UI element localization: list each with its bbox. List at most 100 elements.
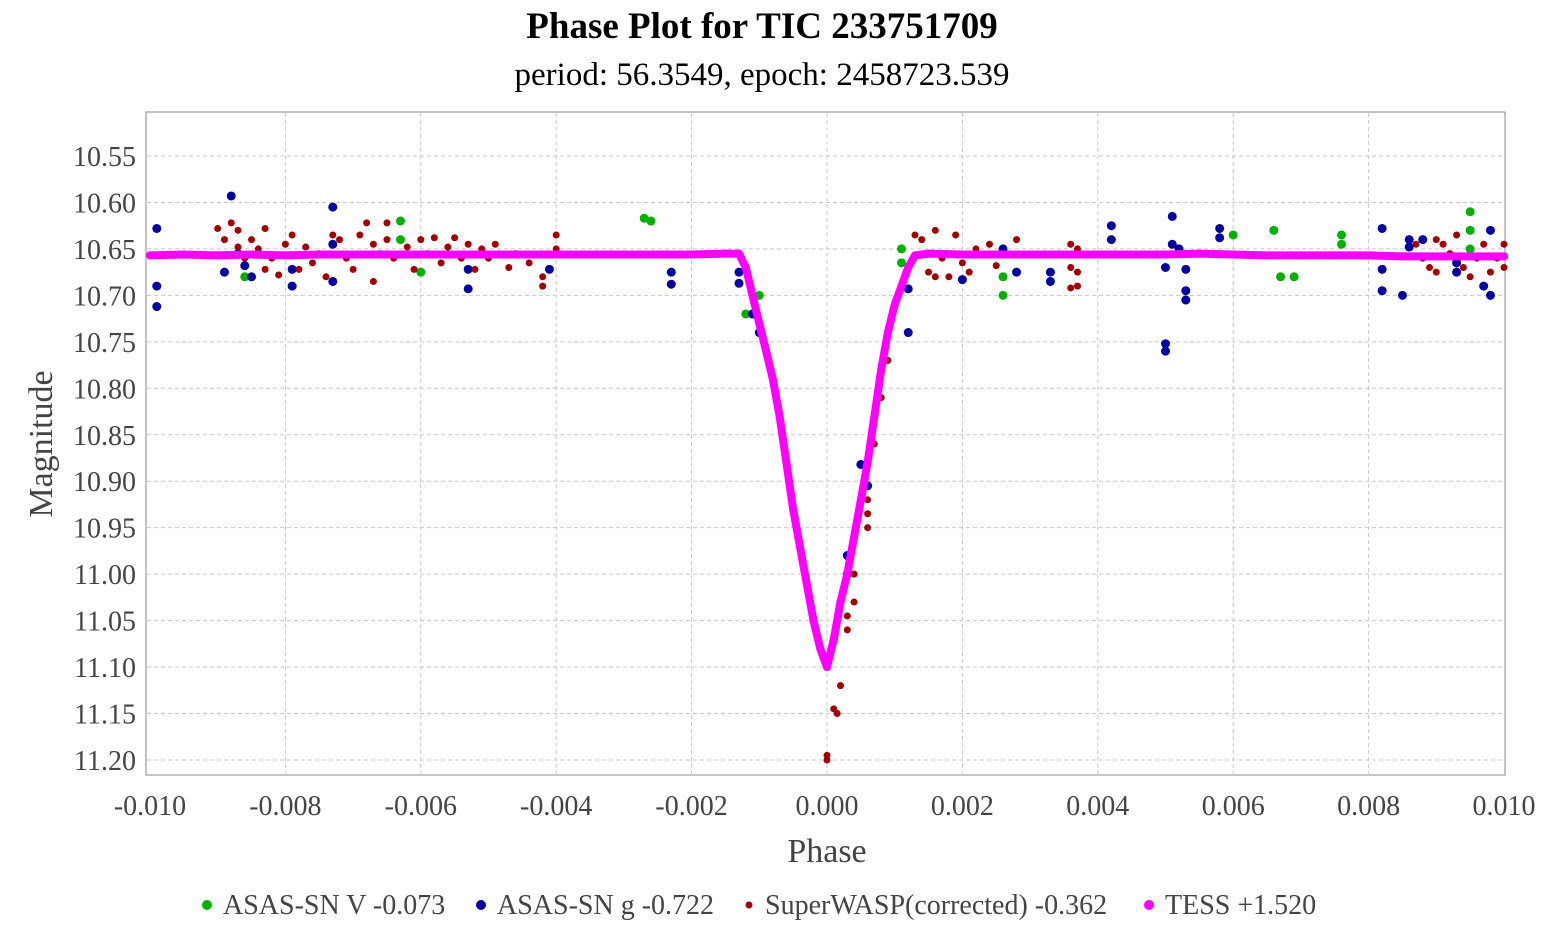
- data-point: [1161, 339, 1170, 349]
- data-point: [152, 223, 162, 233]
- data-point: [1337, 239, 1347, 249]
- data-point: [843, 612, 851, 620]
- data-point: [843, 570, 852, 579]
- data-point: [214, 224, 222, 232]
- y-tick-label: 10.60: [73, 188, 136, 219]
- data-point: [1067, 264, 1075, 272]
- data-point: [1269, 225, 1279, 235]
- data-point: [1167, 211, 1177, 221]
- series-3: [146, 249, 1508, 672]
- data-point: [1215, 223, 1225, 233]
- data-point: [721, 249, 730, 258]
- data-point: [336, 236, 344, 244]
- data-point: [383, 236, 391, 244]
- data-point: [1012, 267, 1022, 277]
- x-tick-label: 0.008: [1337, 791, 1400, 822]
- data-point: [395, 235, 405, 245]
- data-point: [734, 278, 744, 288]
- data-point: [998, 272, 1008, 282]
- data-point: [998, 290, 1008, 300]
- data-point: [234, 243, 242, 251]
- legend-label: ASAS-SN g -0.722: [497, 890, 714, 921]
- data-point: [1161, 263, 1170, 273]
- data-point: [328, 239, 338, 249]
- data-point: [911, 251, 920, 260]
- x-tick-label: -0.008: [249, 791, 321, 822]
- data-point: [952, 231, 960, 239]
- data-point: [1263, 251, 1272, 260]
- data-point: [1215, 233, 1225, 243]
- data-point: [539, 282, 547, 290]
- data-point: [823, 663, 831, 672]
- data-point: [403, 243, 411, 251]
- data-point: [451, 234, 459, 242]
- data-point: [539, 273, 547, 281]
- data-point: [896, 244, 906, 254]
- data-point: [444, 243, 452, 251]
- data-point: [302, 243, 310, 251]
- x-tick-label: 0.002: [931, 791, 994, 822]
- data-point: [957, 275, 967, 285]
- data-point: [220, 236, 228, 244]
- x-tick-label: -0.002: [655, 791, 727, 822]
- data-point: [741, 263, 750, 272]
- x-tick-label: 0.000: [796, 791, 859, 822]
- data-point: [356, 231, 364, 239]
- data-point: [410, 265, 418, 273]
- data-point: [315, 250, 324, 259]
- data-point: [1364, 251, 1373, 260]
- data-point: [382, 250, 391, 259]
- data-point: [833, 710, 841, 718]
- data-point: [1026, 250, 1035, 259]
- data-point: [1337, 230, 1347, 240]
- data-point: [1397, 290, 1407, 300]
- data-point: [261, 224, 269, 232]
- data-point: [795, 542, 804, 551]
- y-tick-label: 10.70: [73, 281, 136, 312]
- data-point: [287, 264, 297, 274]
- data-point: [985, 240, 993, 248]
- data-point: [349, 265, 357, 273]
- data-point: [1432, 268, 1440, 276]
- data-point: [864, 524, 872, 532]
- data-point: [1181, 264, 1191, 274]
- data-point: [247, 272, 257, 282]
- data-point: [1398, 252, 1407, 261]
- data-point: [1418, 235, 1428, 245]
- data-point: [1161, 250, 1170, 259]
- data-point: [1161, 346, 1170, 356]
- data-point: [653, 250, 662, 259]
- data-point: [240, 261, 250, 271]
- data-point: [1500, 264, 1508, 272]
- legend-marker: [202, 900, 212, 910]
- legend-marker: [745, 901, 753, 909]
- series-0: [240, 207, 1475, 319]
- data-point: [789, 505, 798, 514]
- data-point: [288, 231, 296, 239]
- y-tick-labels: 10.55 10.60 10.65 10.70 10.75 10.80 10.85 10.90…: [73, 142, 136, 777]
- plot-area: [145, 111, 1506, 776]
- data-point: [863, 458, 872, 467]
- chart-title: Phase Plot for TIC 233751709: [526, 6, 997, 47]
- data-point: [666, 279, 676, 289]
- data-point: [1500, 240, 1508, 248]
- data-point: [484, 250, 493, 259]
- data-point: [328, 276, 338, 286]
- data-point: [1412, 240, 1420, 248]
- x-axis-label: Phase: [787, 833, 866, 870]
- data-point: [823, 756, 831, 764]
- data-point: [1465, 244, 1475, 254]
- data-point: [505, 264, 513, 272]
- data-point: [1073, 282, 1081, 290]
- data-point: [836, 598, 845, 607]
- data-point: [295, 265, 303, 273]
- data-point: [328, 202, 338, 212]
- data-point: [864, 510, 872, 518]
- data-point: [666, 267, 676, 277]
- chart-subtitle: period: 56.3549, epoch: 2458723.539: [515, 57, 1010, 93]
- data-point: [1289, 272, 1299, 282]
- grid-lines: [147, 113, 1504, 774]
- data-point: [687, 250, 696, 259]
- data-point: [1228, 230, 1238, 240]
